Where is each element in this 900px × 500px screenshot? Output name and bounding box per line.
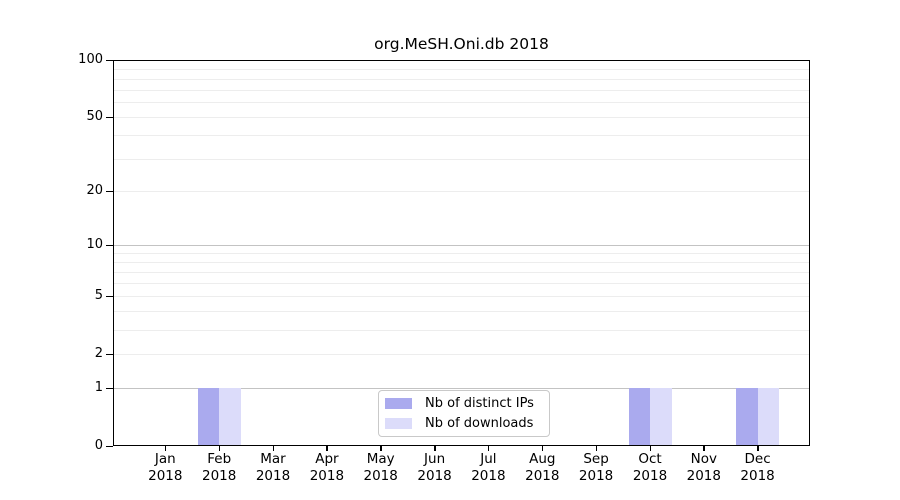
- gridline: [113, 330, 810, 332]
- x-tick-label: Dec 2018: [726, 451, 790, 485]
- x-tick-month: Aug: [529, 451, 556, 467]
- gridline: [113, 311, 810, 313]
- x-tick-year: 2018: [255, 468, 291, 484]
- x-tick-month: Jun: [424, 451, 446, 467]
- legend-row-distinct-ips: Nb of distinct IPs: [385, 394, 549, 414]
- gridline: [113, 191, 810, 193]
- chart-title: org.MeSH.Oni.db 2018: [374, 35, 549, 53]
- gridline: [113, 245, 810, 247]
- y-tick: [106, 445, 113, 447]
- gridline: [113, 68, 810, 70]
- y-tick-label: 10: [86, 237, 103, 253]
- x-tick-month: Feb: [207, 451, 232, 467]
- x-tick-label: Jan 2018: [133, 451, 197, 485]
- x-tick: [649, 446, 651, 451]
- x-tick-label: Jul 2018: [456, 451, 520, 485]
- gridline: [113, 135, 810, 137]
- x-tick-month: Apr: [315, 451, 339, 467]
- y-tick: [106, 244, 113, 247]
- bar-feb-downloads: [219, 388, 241, 446]
- x-tick-year: 2018: [578, 468, 614, 484]
- y-tick-label: 100: [78, 52, 103, 67]
- gridline: [113, 253, 810, 255]
- x-tick: [757, 446, 759, 451]
- y-tick-label: 2: [94, 346, 103, 362]
- x-tick: [164, 446, 167, 451]
- bar-feb-distinct-ips: [197, 388, 220, 446]
- bar-dec-distinct-ips: [736, 388, 758, 446]
- x-tick-year: 2018: [363, 468, 398, 484]
- legend-label-distinct-ips: Nb of distinct IPs: [425, 396, 534, 411]
- gridline: [113, 89, 810, 91]
- gridline: [113, 283, 810, 285]
- gridline: [113, 262, 810, 264]
- x-tick-month: Nov: [690, 451, 717, 467]
- x-tick-year: 2018: [309, 468, 345, 484]
- bar-oct-distinct-ips: [628, 388, 650, 446]
- legend-swatch-downloads-icon: [385, 418, 412, 429]
- gridline: [113, 158, 810, 160]
- x-tick: [541, 446, 544, 451]
- x-tick-year: 2018: [525, 468, 560, 484]
- y-tick: [106, 59, 113, 61]
- x-tick-label: Aug 2018: [510, 451, 574, 485]
- x-tick: [272, 446, 274, 451]
- y-tick-label: 50: [86, 109, 103, 125]
- x-tick-label: Jun 2018: [403, 451, 467, 485]
- x-tick-label: Mar 2018: [241, 451, 305, 485]
- gridline: [113, 354, 810, 356]
- x-tick-month: Mar: [260, 451, 286, 467]
- y-tick: [106, 387, 113, 389]
- y-tick-label: 1: [94, 380, 103, 395]
- x-tick-label: Sep 2018: [564, 451, 628, 485]
- gridline: [113, 296, 810, 298]
- x-tick-month: May: [366, 451, 395, 467]
- x-tick: [703, 446, 705, 451]
- legend-row-downloads: Nb of downloads: [385, 414, 549, 434]
- x-tick-year: 2018: [471, 468, 506, 484]
- x-tick-year: 2018: [686, 468, 721, 484]
- y-tick: [106, 190, 113, 193]
- gridline: [113, 117, 810, 119]
- x-tick-year: 2018: [632, 468, 668, 484]
- x-tick-label: Nov 2018: [672, 451, 736, 485]
- y-tick: [106, 295, 113, 298]
- x-tick-label: Oct 2018: [618, 451, 682, 485]
- gridline: [113, 388, 810, 389]
- y-tick: [106, 353, 113, 356]
- y-tick-label: 5: [94, 288, 103, 304]
- gridline: [113, 102, 810, 104]
- gridline: [113, 60, 810, 61]
- x-tick-label: Apr 2018: [295, 451, 359, 485]
- y-tick-label: 0: [94, 438, 103, 453]
- x-tick: [326, 446, 328, 451]
- x-tick-month: Dec: [744, 451, 771, 467]
- gridline: [113, 78, 810, 80]
- legend: Nb of distinct IPs Nb of downloads: [378, 390, 550, 437]
- y-tick-label: 20: [86, 183, 103, 199]
- x-tick: [380, 446, 382, 451]
- x-tick-year: 2018: [148, 468, 183, 484]
- legend-label-downloads: Nb of downloads: [425, 416, 534, 431]
- x-tick-year: 2018: [740, 468, 775, 484]
- gridline: [113, 272, 810, 274]
- x-tick-label: May 2018: [349, 451, 413, 485]
- x-tick-month: Sep: [583, 451, 609, 467]
- x-tick: [595, 446, 598, 451]
- y-tick: [106, 116, 113, 119]
- x-tick-year: 2018: [417, 468, 452, 484]
- x-tick-month: Jul: [480, 451, 497, 467]
- bar-oct-downloads: [650, 388, 672, 446]
- x-tick: [218, 446, 221, 451]
- legend-swatch-distinct-ips-icon: [385, 398, 412, 409]
- x-tick-label: Feb 2018: [187, 451, 251, 485]
- x-tick: [487, 446, 490, 451]
- x-tick-year: 2018: [202, 468, 237, 484]
- x-tick: [434, 446, 436, 451]
- plot-area: [113, 60, 810, 446]
- x-tick-month: Jan: [154, 451, 176, 467]
- bar-dec-downloads: [757, 388, 780, 446]
- x-tick-month: Oct: [638, 451, 662, 467]
